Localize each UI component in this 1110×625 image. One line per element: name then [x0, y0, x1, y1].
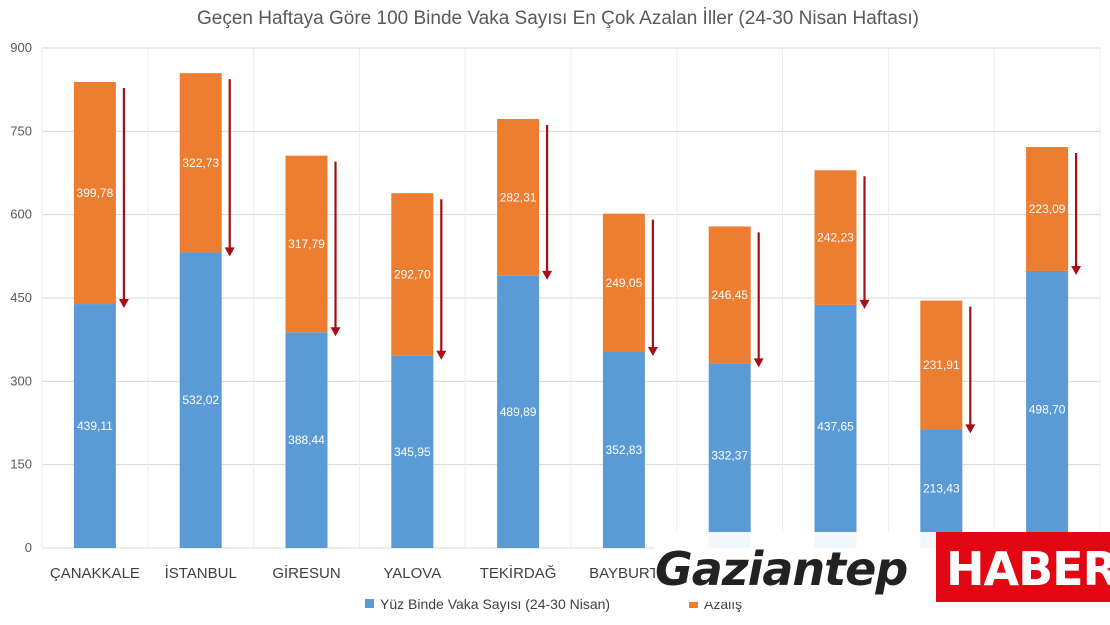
data-label-cases: 532,02 — [182, 393, 219, 407]
decrease-arrow-head — [224, 247, 235, 257]
y-tick-label: 150 — [10, 457, 32, 472]
data-label-decrease: 249,05 — [606, 276, 643, 290]
data-label-cases: 352,83 — [606, 443, 643, 457]
bar-cases — [814, 304, 857, 548]
x-tick-label: BAYBURT — [589, 565, 658, 582]
y-tick-label: 750 — [10, 123, 32, 138]
bar-cases — [391, 355, 434, 548]
data-label-cases: 437,65 — [817, 419, 854, 433]
x-axis: ÇANAKKALE İSTANBUL GİRESUN YALOVA TEKİRDAĞ BA… — [50, 564, 1051, 582]
x-tick-label: İSTANBUL — [165, 564, 237, 582]
legend-swatch-cases — [365, 599, 374, 608]
watermark-right: HABER — [946, 542, 1110, 596]
grid: 0 150 300 450 600 750 900 — [10, 40, 1101, 555]
data-label-decrease: 223,09 — [1029, 202, 1066, 216]
data-label-cases: 213,43 — [923, 482, 960, 496]
decrease-arrow-head — [859, 299, 870, 309]
y-tick-label: 0 — [25, 540, 32, 555]
bar-cases — [602, 351, 645, 548]
bar-cases — [920, 429, 963, 548]
bar-decrease — [814, 170, 857, 305]
watermark-logo: Gaziantep HABER — [655, 532, 1110, 602]
data-label-decrease: 246,45 — [711, 288, 748, 302]
watermark-left: Gaziantep — [655, 542, 907, 596]
decrease-arrow-head — [436, 350, 447, 360]
bar-decrease — [285, 155, 328, 333]
legend-label-cases: Yüz Binde Vaka Sayısı (24-30 Nisan) — [380, 596, 610, 612]
y-tick-label: 900 — [10, 40, 32, 55]
bar-cases — [179, 252, 222, 548]
decrease-arrow-head — [965, 424, 976, 434]
decrease-arrow-head — [647, 346, 658, 356]
bar-decrease — [497, 119, 540, 276]
data-label-decrease: 282,31 — [500, 190, 537, 204]
x-tick-label: GİRESUN — [272, 564, 340, 582]
bar-decrease — [602, 213, 645, 352]
bar-cases — [497, 275, 540, 548]
y-tick-label: 300 — [10, 373, 32, 388]
bar-decrease — [391, 193, 434, 356]
data-label-cases: 388,44 — [288, 433, 325, 447]
bar-cases — [1026, 270, 1069, 548]
y-tick-label: 450 — [10, 290, 32, 305]
decrease-arrow-head — [118, 299, 129, 309]
legend-swatch-decrease — [689, 599, 698, 608]
data-label-cases: 345,95 — [394, 445, 431, 459]
data-label-decrease: 242,23 — [817, 231, 854, 245]
decrease-arrow-head — [753, 358, 764, 368]
decrease-arrow-head — [542, 270, 553, 280]
y-tick-label: 600 — [10, 207, 32, 222]
arrows — [118, 79, 1082, 434]
data-label-cases: 498,70 — [1029, 402, 1066, 416]
data-label-decrease: 317,79 — [288, 237, 325, 251]
data-label-cases: 332,37 — [711, 449, 748, 463]
data-label-decrease: 399,78 — [77, 186, 114, 200]
bar-decrease — [1026, 147, 1069, 271]
bar-cases — [285, 332, 328, 548]
data-label-cases: 439,11 — [77, 419, 113, 433]
bar-decrease — [920, 300, 963, 430]
bars: 439,11 399,78 532,02 322,73 388,44 317,79 345,… — [73, 73, 1069, 548]
bar-cases — [73, 304, 116, 548]
data-label-cases: 489,89 — [500, 405, 537, 419]
x-tick-label: TEKİRDAĞ — [480, 564, 557, 582]
bar-decrease — [179, 73, 222, 253]
decrease-arrow-head — [330, 327, 341, 337]
x-tick-label: YALOVA — [383, 565, 441, 582]
x-tick-label: ÇANAKKALE — [50, 565, 140, 582]
data-label-decrease: 231,91 — [923, 358, 960, 372]
decrease-arrow-head — [1071, 265, 1082, 275]
bar-decrease — [708, 226, 751, 364]
data-label-decrease: 322,73 — [182, 156, 219, 170]
data-label-decrease: 292,70 — [394, 268, 431, 282]
chart-title: Geçen Haftaya Göre 100 Binde Vaka Sayısı… — [197, 8, 919, 29]
bar-decrease — [73, 81, 116, 305]
bar-cases — [708, 363, 751, 548]
